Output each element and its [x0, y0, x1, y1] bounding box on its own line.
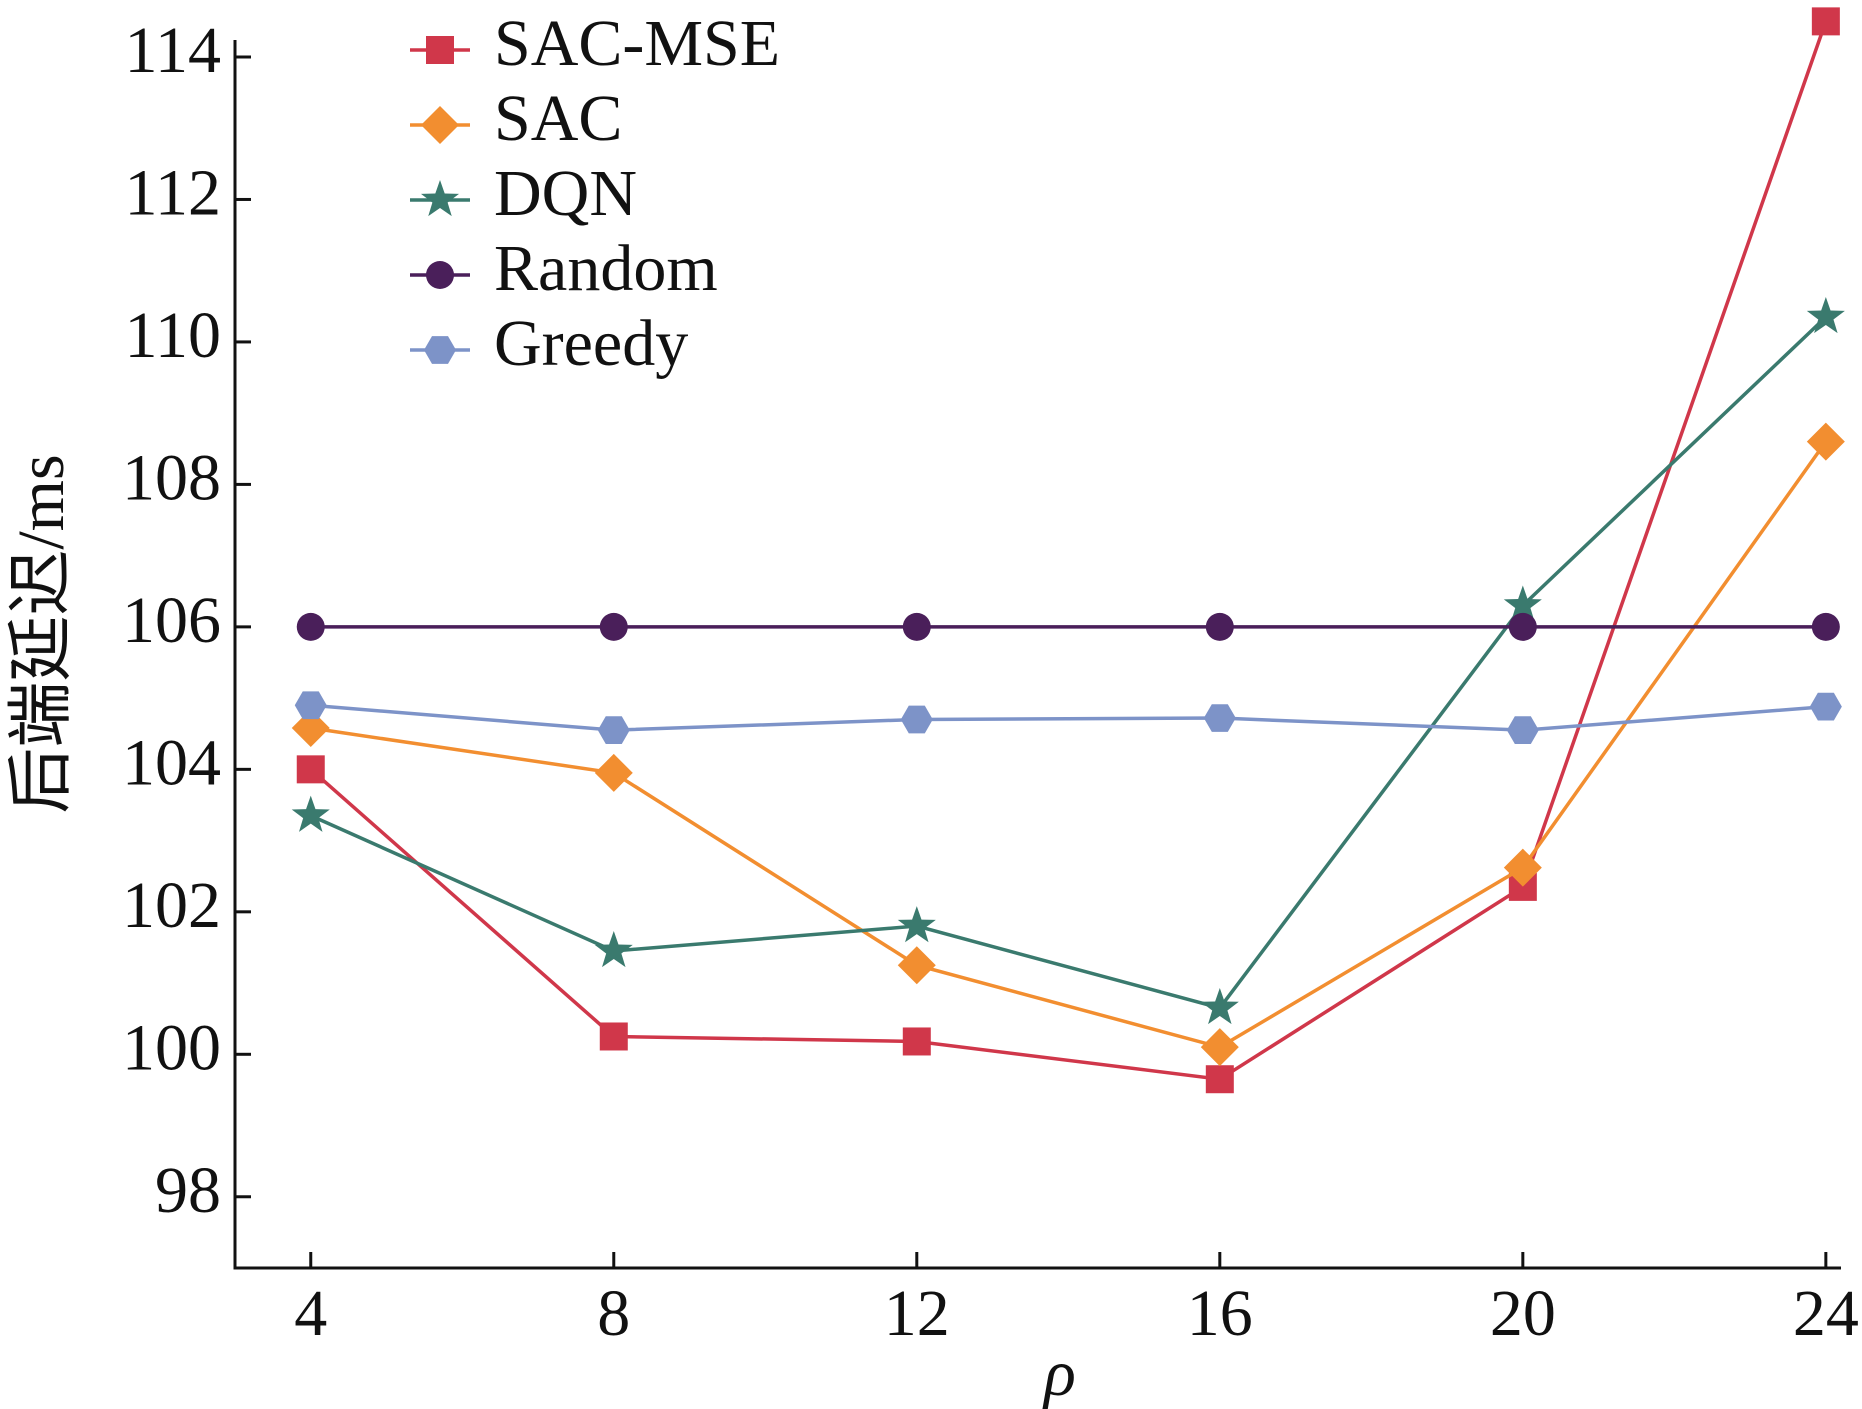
data-point	[1200, 987, 1239, 1025]
x-tick-label: 20	[1490, 1277, 1556, 1350]
y-tick-label: 106	[122, 584, 221, 657]
data-point	[1203, 704, 1236, 732]
x-tick-label: 8	[597, 1277, 630, 1350]
legend-label: SAC	[494, 82, 622, 155]
data-point	[599, 612, 628, 641]
data-point	[897, 906, 936, 943]
x-tick-label: 4	[294, 1277, 327, 1350]
axes	[233, 40, 1841, 1270]
data-point	[597, 716, 630, 745]
data-point	[902, 1027, 931, 1056]
data-point	[1205, 612, 1234, 641]
y-tick-label: 102	[122, 869, 221, 942]
data-point	[291, 709, 330, 748]
series-line	[309, 20, 1828, 1082]
legend-marker	[426, 36, 454, 64]
y-tick-label: 104	[122, 726, 221, 799]
legend-label: SAC-MSE	[494, 7, 780, 80]
data-point	[1205, 1065, 1234, 1094]
data-point	[1503, 585, 1542, 622]
y-axis-label: 后端延迟/ms	[5, 454, 78, 813]
legend-label: Greedy	[494, 307, 688, 380]
legend-marker	[421, 106, 459, 144]
y-tick-label: 110	[124, 299, 221, 372]
data-point	[1809, 692, 1842, 721]
data-point	[1811, 7, 1840, 36]
data-point	[291, 795, 330, 832]
legend-marker	[420, 180, 460, 217]
x-tick-label: 16	[1187, 1277, 1253, 1350]
data-point	[1506, 716, 1539, 745]
y-tick-label: 108	[122, 442, 221, 515]
series-line	[310, 703, 1826, 732]
legend-marker	[424, 336, 456, 364]
data-point	[296, 612, 325, 641]
data-point	[902, 612, 931, 641]
data-point	[900, 705, 933, 734]
data-point	[1508, 612, 1537, 641]
data-point	[1811, 612, 1840, 641]
data-point	[294, 691, 327, 720]
data-point	[1806, 297, 1845, 334]
x-tick-label: 24	[1793, 1277, 1859, 1350]
y-tick-label: 112	[124, 157, 221, 230]
data-point	[594, 753, 633, 792]
y-tick-label: 98	[155, 1154, 221, 1227]
x-tick-label: 12	[884, 1277, 950, 1350]
data-point	[1503, 848, 1542, 887]
legend-label: Random	[494, 232, 718, 305]
series-line	[310, 315, 1828, 1010]
y-tick-label: 114	[124, 14, 221, 87]
y-tick-label: 100	[122, 1011, 221, 1084]
data-point	[897, 946, 936, 985]
legend-label: DQN	[494, 157, 637, 230]
legend-marker	[426, 261, 454, 289]
data-point	[594, 931, 633, 968]
data-point	[1806, 422, 1845, 461]
data-point	[599, 1022, 628, 1051]
series-line	[310, 440, 1828, 1050]
data-point	[296, 755, 325, 784]
data-point	[1200, 1028, 1239, 1067]
x-axis-label: ρ	[1042, 1337, 1076, 1409]
